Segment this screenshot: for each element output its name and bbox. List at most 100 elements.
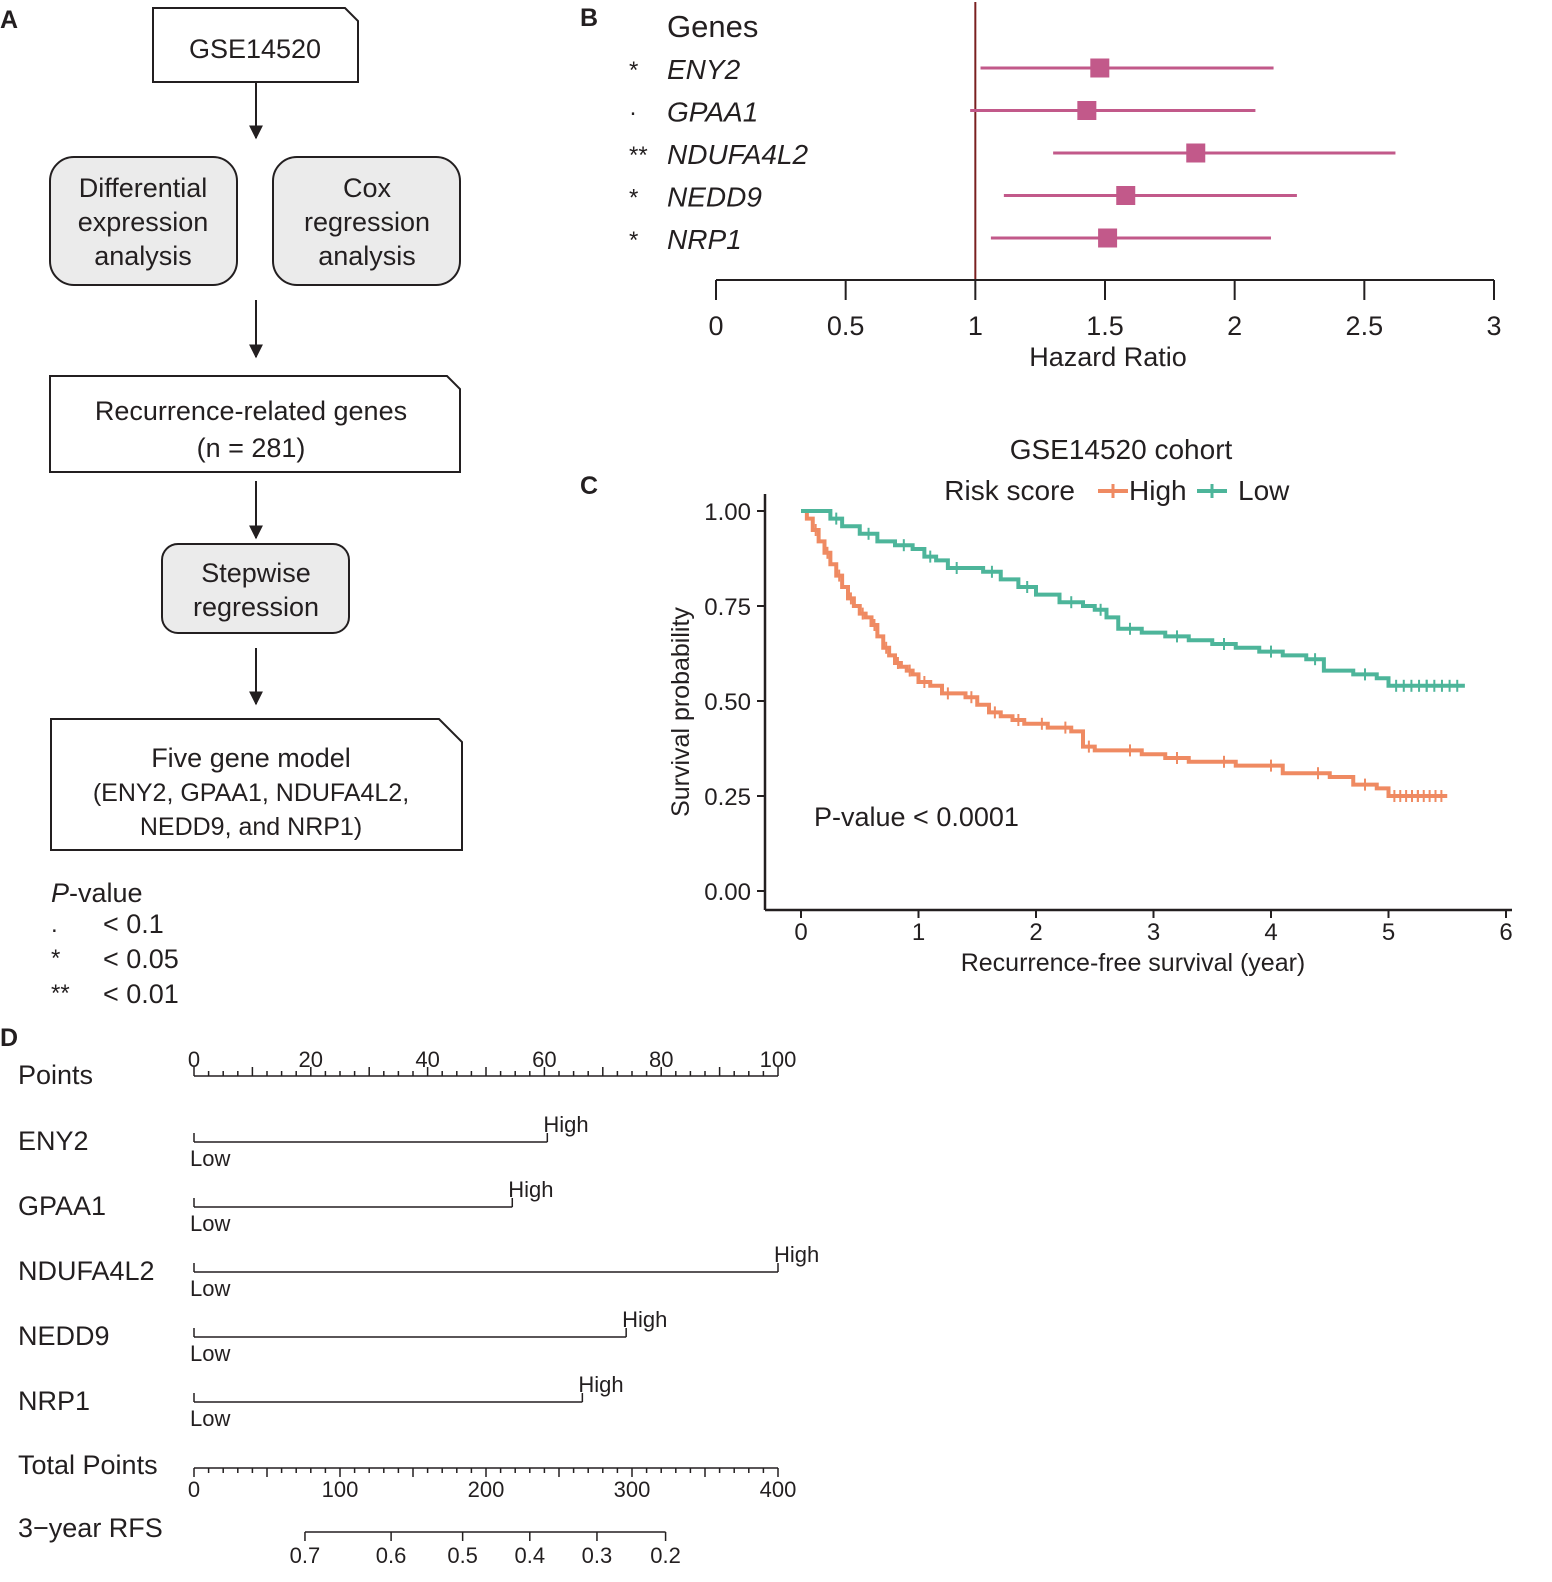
nomogram-points-tick-label: 60: [532, 1047, 556, 1072]
forest-hr-point: [1186, 143, 1206, 163]
flow-text-gse14520: GSE14520: [189, 34, 321, 64]
km-x-tick-label: 5: [1382, 919, 1395, 946]
nomogram-level-low: Low: [190, 1276, 230, 1301]
nomogram-rfs-tick-label: 0.7: [290, 1543, 321, 1568]
km-x-axis-title: Recurrence-free survival (year): [961, 949, 1306, 977]
flow-text-recurrence-1: Recurrence-related genes: [95, 396, 407, 426]
flow-box-differential-expression: Differential expression analysis: [49, 156, 238, 286]
km-plot: 0.00 0.25 0.50 0.75 1.00 0 1 2 3 4 5 6: [704, 494, 1513, 946]
km-x-tick-label: 6: [1499, 919, 1512, 946]
km-x-tick-label: 1: [912, 919, 925, 946]
forest-x-tick-label: 1.5: [1086, 311, 1124, 341]
flow-text-cox-3: analysis: [318, 241, 416, 271]
nomogram-points-label: Points: [18, 1060, 93, 1090]
nomogram-total-tick-label: 300: [614, 1477, 651, 1502]
forest-x-tick-label: 2: [1227, 311, 1242, 341]
nomogram-variable-label: ENY2: [18, 1126, 89, 1156]
km-legend-title: Risk score: [944, 475, 1075, 506]
flow-text-model-1: Five gene model: [151, 743, 351, 773]
flow-text-stepwise-2: regression: [193, 592, 319, 622]
nomogram-level-high: High: [622, 1307, 667, 1332]
forest-gene-label: NDUFA4L2: [667, 139, 809, 170]
forest-x-tick-label: 0.5: [827, 311, 865, 341]
flow-text-diff-2: expression: [78, 207, 209, 237]
forest-header: Genes: [667, 9, 758, 44]
pvalue-legend-symbol: **: [51, 980, 70, 1007]
nomogram-points-tick-label: 100: [760, 1047, 797, 1072]
nomogram-variable-label: GPAA1: [18, 1191, 106, 1221]
km-y-tick-label: 0.75: [704, 594, 751, 621]
km-y-axis-title: Survival probability: [667, 607, 695, 817]
pvalue-legend-symbol: .: [51, 911, 58, 938]
panel-b: B Genes * ENY2 · GPAA1 ** NDUFA4L2 * NEDD9 * NRP1…: [580, 2, 1502, 372]
nomogram-level-high: High: [774, 1242, 819, 1267]
km-x-tick-label: 0: [794, 919, 807, 946]
nomogram-level-low: Low: [190, 1406, 230, 1431]
nomogram-rfs-tick-label: 0.4: [515, 1543, 546, 1568]
pvalue-legend-title: P-value: [51, 878, 143, 908]
panel-a: A GSE14520 Differential expression analy…: [0, 6, 463, 1009]
nomogram-total-tick-label: 200: [468, 1477, 505, 1502]
nomogram-rfs-tick-label: 0.2: [650, 1543, 681, 1568]
pvalue-legend: P-value . < 0.1 * < 0.05 ** < 0.01: [51, 878, 179, 1009]
nomogram-points-tick-label: 20: [299, 1047, 323, 1072]
nomogram-level-high: High: [578, 1372, 623, 1397]
pvalue-legend-threshold: < 0.05: [103, 944, 179, 974]
forest-x-tick-label: 2.5: [1346, 311, 1384, 341]
nomogram-total-tick-label: 0: [188, 1477, 200, 1502]
panel-label-d: D: [0, 1024, 18, 1052]
km-curve-low: [801, 509, 1465, 688]
nomogram-rfs-tick-label: 0.3: [582, 1543, 613, 1568]
pvalue-legend-title-rest: -value: [69, 878, 143, 908]
km-y-tick-label: 1.00: [704, 499, 751, 526]
forest-hr-point: [1077, 101, 1097, 120]
forest-gene-label: GPAA1: [667, 97, 758, 128]
nomogram-points-tick-label: 80: [649, 1047, 673, 1072]
km-legend-label-high: High: [1129, 475, 1187, 506]
nomogram-total-label: Total Points: [18, 1450, 158, 1480]
forest-x-tick-label: 1: [968, 311, 983, 341]
forest-x-tick-label: 3: [1486, 311, 1501, 341]
forest-x-axis-title: Hazard Ratio: [1029, 342, 1187, 372]
nomogram-points-tick-label: 0: [188, 1047, 200, 1072]
km-y-tick-label: 0.50: [704, 689, 751, 716]
flow-box-recurrence-genes: Recurrence-related genes (n = 281): [49, 375, 461, 473]
panel-d: D Points 0 20 40 60 80 100 ENY2 Low High GPAA1 Low H…: [0, 1024, 819, 1568]
forest-significance-mark: *: [629, 185, 638, 212]
nomogram-points-tick-label: 40: [415, 1047, 439, 1072]
forest-significance-mark: *: [629, 227, 638, 254]
panel-c: C GSE14520 cohort Risk score High Low Su…: [580, 434, 1513, 977]
flow-text-cox-1: Cox: [343, 173, 392, 203]
forest-hr-point: [1090, 58, 1110, 78]
panel-label-b: B: [580, 4, 598, 32]
forest-gene-label: NRP1: [667, 224, 742, 255]
forest-hr-point: [1098, 228, 1118, 248]
flow-text-diff-1: Differential: [79, 173, 208, 203]
nomogram-variable-label: NRP1: [18, 1386, 90, 1416]
flow-box-cox-regression: Cox regression analysis: [272, 156, 461, 286]
km-x-tick-label: 3: [1147, 919, 1160, 946]
flow-text-model-2: (ENY2, GPAA1, NDUFA4L2,: [93, 779, 409, 807]
km-curve-high: [801, 509, 1448, 798]
nomogram-level-low: Low: [190, 1211, 230, 1236]
pvalue-legend-symbol: *: [51, 945, 60, 972]
flow-box-stepwise: Stepwise regression: [161, 543, 350, 634]
flow-text-model-3: NEDD9, and NRP1): [140, 813, 362, 841]
km-pvalue-annotation: P-value < 0.0001: [814, 802, 1019, 832]
km-title: GSE14520 cohort: [1010, 434, 1233, 465]
nomogram-rfs-tick-label: 0.6: [376, 1543, 407, 1568]
forest-significance-mark: *: [629, 57, 638, 84]
flow-box-five-gene-model: Five gene model (ENY2, GPAA1, NDUFA4L2, …: [50, 718, 463, 851]
nomogram-total-tick-label: 400: [760, 1477, 797, 1502]
flow-text-recurrence-2: (n = 281): [197, 433, 306, 463]
flow-text-stepwise-1: Stepwise: [201, 558, 311, 588]
pvalue-legend-threshold: < 0.01: [103, 979, 179, 1009]
panel-label-a: A: [0, 6, 18, 34]
panel-label-c: C: [580, 472, 598, 500]
nomogram-variable-label: NEDD9: [18, 1321, 110, 1351]
km-x-tick-label: 4: [1264, 919, 1277, 946]
nomogram-total-tick-label: 100: [322, 1477, 359, 1502]
nomogram-level-high: High: [543, 1112, 588, 1137]
pvalue-legend-threshold: < 0.1: [103, 909, 164, 939]
